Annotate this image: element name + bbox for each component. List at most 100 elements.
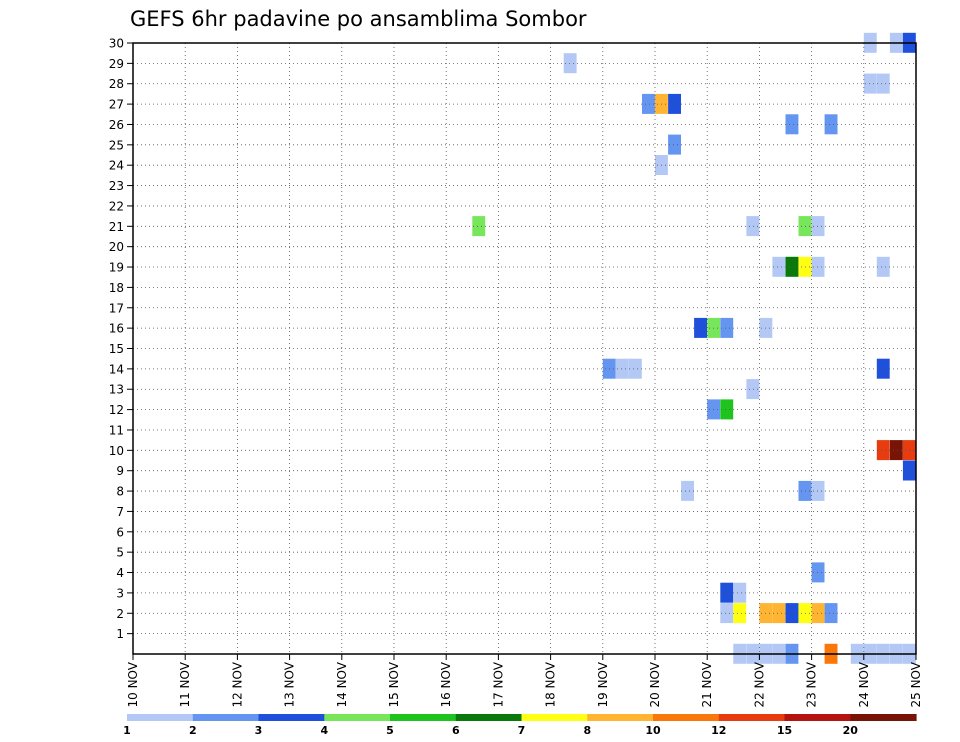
- precip-cell: [863, 73, 877, 94]
- y-tick-label: 3: [116, 586, 124, 600]
- x-tick-label: 19 NOV: [596, 661, 610, 707]
- precip-cell: [772, 603, 786, 624]
- precip-cell: [811, 216, 825, 237]
- precip-cell: [733, 582, 747, 603]
- x-tick-label: 17 NOV: [491, 661, 505, 707]
- legend-swatch: [390, 714, 457, 721]
- precip-cell: [798, 256, 812, 277]
- x-tick-label: 12 NOV: [230, 661, 244, 707]
- precip-cell: [889, 440, 903, 461]
- precip-cell: [798, 216, 812, 237]
- precip-cell: [563, 53, 577, 74]
- precip-cell: [720, 399, 734, 420]
- legend-swatch: [127, 714, 194, 721]
- x-tick-label: 15 NOV: [387, 661, 401, 707]
- y-tick-label: 12: [109, 403, 124, 417]
- legend-label: 20: [843, 724, 859, 737]
- y-tick-label: 20: [109, 240, 124, 254]
- y-tick-label: 13: [109, 383, 124, 397]
- x-tick-label: 23 NOV: [805, 661, 819, 707]
- precip-cell: [628, 358, 642, 379]
- precip-cell: [668, 93, 681, 114]
- precip-cell: [785, 603, 799, 624]
- precip-cell: [720, 603, 734, 624]
- y-tick-label: 1: [116, 627, 124, 641]
- y-tick-label: 30: [109, 37, 124, 51]
- x-tick-label: 14 NOV: [335, 661, 349, 707]
- y-tick-label: 6: [116, 525, 124, 539]
- x-tick-label: 21 NOV: [700, 661, 714, 707]
- x-tick-label: 22 NOV: [752, 661, 766, 707]
- precip-cell: [824, 114, 838, 135]
- y-tick-label: 11: [109, 423, 124, 437]
- precip-cell: [733, 603, 747, 624]
- legend-swatch: [521, 714, 588, 721]
- precip-cell: [876, 256, 890, 277]
- x-tick-label: 10 NOV: [126, 661, 140, 707]
- precip-cell: [876, 73, 890, 94]
- legend-label: 4: [320, 724, 328, 737]
- y-tick-label: 26: [109, 118, 124, 132]
- cells-layer: [472, 32, 916, 664]
- x-tick-label: 20 NOV: [648, 661, 662, 707]
- precip-cell: [876, 358, 890, 379]
- precip-cell: [720, 582, 734, 603]
- y-tick-label: 14: [109, 362, 124, 376]
- y-tick-label: 25: [109, 138, 124, 152]
- precip-cell: [824, 603, 838, 624]
- y-tick-label: 10: [109, 444, 124, 458]
- y-tick-label: 17: [109, 301, 124, 315]
- precip-cell: [798, 480, 812, 501]
- y-tick-label: 15: [109, 342, 124, 356]
- x-tick-label: 18 NOV: [544, 661, 558, 707]
- precip-cell: [785, 256, 799, 277]
- precip-cell: [811, 562, 825, 583]
- legend-swatch: [653, 714, 720, 721]
- y-tick-label: 7: [116, 505, 124, 519]
- legend-label: 3: [255, 724, 263, 737]
- x-tick-label: 11 NOV: [178, 661, 192, 707]
- y-tick-label: 16: [109, 322, 124, 336]
- legend-swatch: [587, 714, 654, 721]
- precip-cell: [772, 256, 786, 277]
- y-tick-label: 8: [116, 485, 124, 499]
- y-tick-label: 24: [109, 159, 124, 173]
- precip-cell: [615, 358, 629, 379]
- y-tick-label: 21: [109, 220, 124, 234]
- y-tick-label: 2: [116, 607, 124, 621]
- precip-cell: [798, 603, 812, 624]
- precip-cell: [720, 317, 734, 338]
- legend-label: 5: [386, 724, 394, 737]
- plot-frame: [132, 42, 917, 655]
- legend-label: 6: [452, 724, 460, 737]
- y-tick-label: 29: [109, 57, 124, 71]
- y-tick-label: 28: [109, 77, 124, 91]
- chart-title: GEFS 6hr padavine po ansamblima Sombor: [130, 7, 587, 31]
- precip-cell: [472, 216, 486, 237]
- legend-swatch: [718, 714, 786, 721]
- y-tick-label: 27: [109, 98, 124, 112]
- x-axis: 10 NOV 11 NOV 12 NOV 13 NOV 14 NOV 15 NOV 16 N…: [126, 654, 923, 708]
- y-tick-label: 23: [109, 179, 124, 193]
- legend-label: 7: [518, 724, 526, 737]
- y-axis: 1234567891011121314151617181920212223242…: [109, 37, 133, 641]
- precip-cell: [642, 93, 655, 114]
- grid-layer: [133, 43, 916, 654]
- y-tick-label: 9: [116, 464, 124, 478]
- y-tick-label: 18: [109, 281, 124, 295]
- x-tick-label: 13 NOV: [283, 661, 297, 707]
- legend-label: 12: [711, 724, 726, 737]
- legend-swatch: [324, 714, 391, 721]
- y-tick-label: 22: [109, 199, 124, 213]
- precip-cell: [746, 216, 760, 237]
- color-legend: 1 2 3 4 5 6 7 8 10 12 15 20: [123, 714, 917, 737]
- x-tick-label: 25 NOV: [909, 661, 923, 707]
- x-tick-label: 16 NOV: [439, 661, 453, 707]
- legend-swatch: [784, 714, 851, 721]
- precip-cell: [876, 440, 890, 461]
- x-tick-label: 24 NOV: [857, 661, 871, 707]
- precip-cell: [785, 114, 799, 135]
- legend-label: 1: [123, 724, 131, 737]
- precip-cell: [694, 317, 707, 338]
